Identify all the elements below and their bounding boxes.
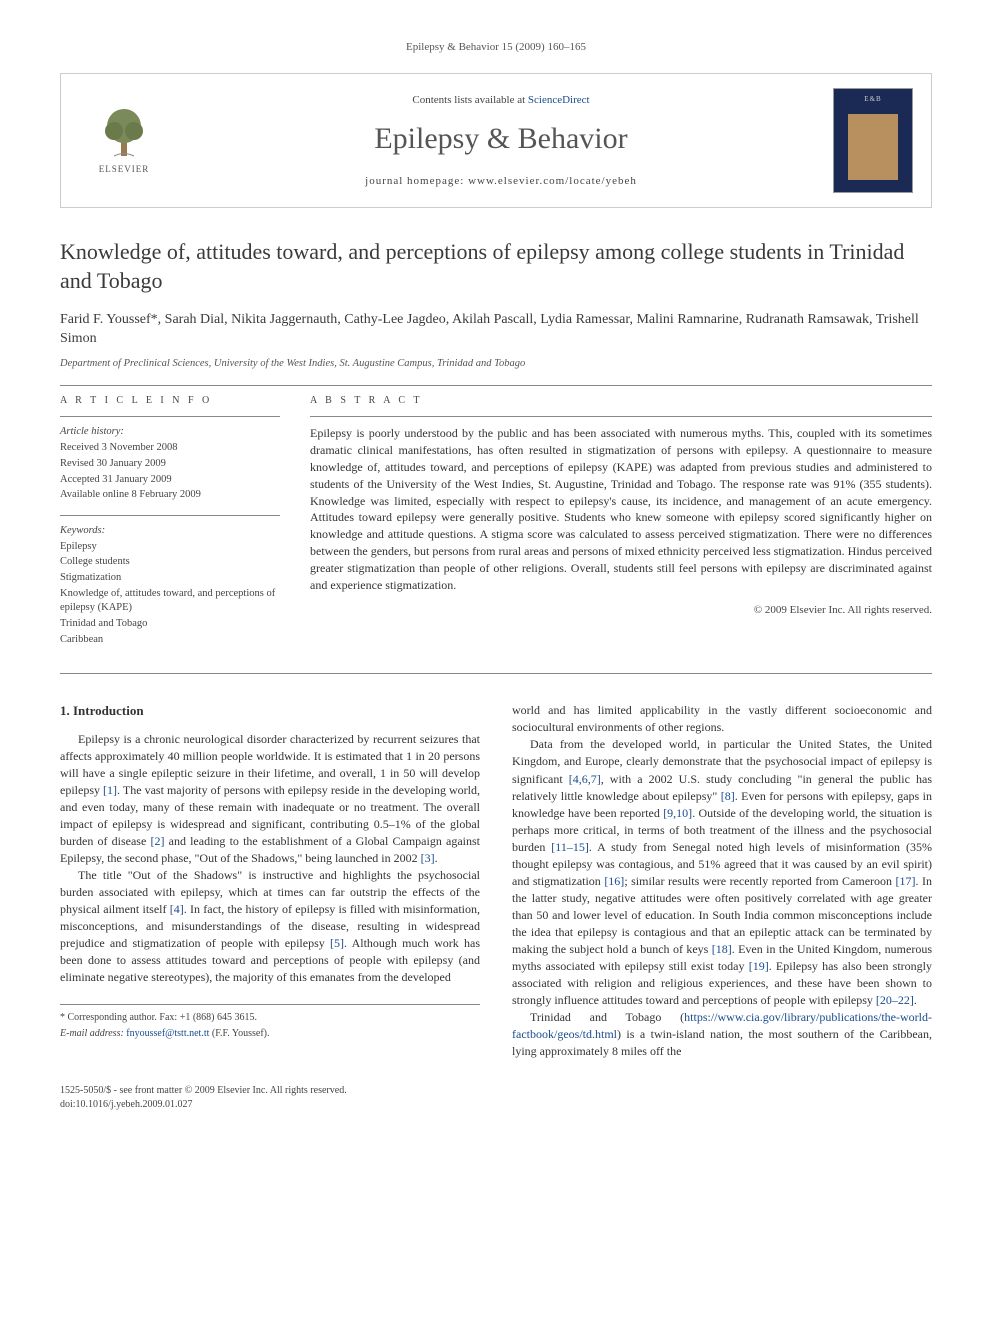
citation-link[interactable]: [2] [150, 834, 164, 848]
section-heading-introduction: 1. Introduction [60, 702, 480, 720]
article-title: Knowledge of, attitudes toward, and perc… [60, 238, 932, 295]
abstract-text: Epilepsy is poorly understood by the pub… [310, 425, 932, 593]
journal-cover-thumbnail: E&B [833, 88, 913, 193]
text-run: . [914, 993, 917, 1007]
citation-link[interactable]: [1] [103, 783, 117, 797]
article-info-heading: A R T I C L E I N F O [60, 394, 280, 408]
journal-title: Epilepsy & Behavior [169, 118, 833, 160]
citation-link[interactable]: [19] [749, 959, 769, 973]
citation-link[interactable]: [11–15] [551, 840, 589, 854]
journal-homepage-line: journal homepage: www.elsevier.com/locat… [169, 174, 833, 189]
keyword: Epilepsy [60, 540, 280, 555]
email-label: E-mail address: [60, 1028, 126, 1039]
body-paragraph: Epilepsy is a chronic neurological disor… [60, 731, 480, 867]
affiliation: Department of Preclinical Sciences, Univ… [60, 357, 932, 372]
citation-link[interactable]: [4] [170, 902, 184, 916]
keyword: College students [60, 555, 280, 570]
keyword: Knowledge of, attitudes toward, and perc… [60, 587, 280, 616]
right-column: world and has limited applicability in t… [512, 702, 932, 1060]
contents-available-line: Contents lists available at ScienceDirec… [169, 93, 833, 108]
corr-author-line: * Corresponding author. Fax: +1 (868) 64… [60, 1011, 480, 1025]
corresponding-author-footnote: * Corresponding author. Fax: +1 (868) 64… [60, 1004, 480, 1040]
article-info-column: A R T I C L E I N F O Article history: R… [60, 394, 280, 659]
text-run: world and has limited applicability in t… [512, 703, 932, 734]
info-abstract-row: A R T I C L E I N F O Article history: R… [60, 394, 932, 659]
divider [60, 385, 932, 386]
journal-banner: ELSEVIER Contents lists available at Sci… [60, 73, 932, 208]
keyword: Caribbean [60, 633, 280, 648]
sciencedirect-link[interactable]: ScienceDirect [528, 94, 590, 106]
revised-date: Revised 30 January 2009 [60, 457, 280, 472]
citation-link[interactable]: [5] [330, 936, 344, 950]
homepage-url: www.elsevier.com/locate/yebeh [468, 175, 637, 187]
citation-link[interactable]: [20–22] [876, 993, 914, 1007]
text-run: . [435, 851, 438, 865]
page-footer: 1525-5050/$ - see front matter © 2009 El… [60, 1084, 932, 1112]
received-date: Received 3 November 2008 [60, 441, 280, 456]
body-columns: 1. Introduction Epilepsy is a chronic ne… [60, 702, 932, 1060]
text-run: ; similar results were recently reported… [624, 874, 895, 888]
email-link[interactable]: fnyoussef@tstt.net.tt [126, 1028, 209, 1039]
abstract-column: A B S T R A C T Epilepsy is poorly under… [310, 394, 932, 659]
citation-link[interactable]: [9,10] [663, 806, 692, 820]
divider [60, 515, 280, 516]
front-matter-line: 1525-5050/$ - see front matter © 2009 El… [60, 1084, 347, 1098]
body-paragraph: world and has limited applicability in t… [512, 702, 932, 736]
abstract-copyright: © 2009 Elsevier Inc. All rights reserved… [310, 603, 932, 618]
online-date: Available online 8 February 2009 [60, 488, 280, 503]
email-suffix: (F.F. Youssef). [209, 1028, 269, 1039]
corr-email-line: E-mail address: fnyoussef@tstt.net.tt (F… [60, 1027, 480, 1041]
cover-label: E&B [834, 95, 912, 105]
body-paragraph: Trinidad and Tobago (https://www.cia.gov… [512, 1009, 932, 1060]
history-label: Article history: [60, 425, 280, 440]
author-list: Farid F. Youssef*, Sarah Dial, Nikita Ja… [60, 310, 932, 349]
body-paragraph: The title "Out of the Shadows" is instru… [60, 867, 480, 986]
citation-link[interactable]: [4,6,7] [569, 772, 601, 786]
citation-link[interactable]: [16] [604, 874, 624, 888]
footer-left: 1525-5050/$ - see front matter © 2009 El… [60, 1084, 347, 1112]
citation-link[interactable]: [18] [712, 942, 732, 956]
abstract-heading: A B S T R A C T [310, 394, 932, 408]
body-paragraph: Data from the developed world, in partic… [512, 736, 932, 1009]
keywords-label: Keywords: [60, 524, 280, 539]
article-history-block: Article history: Received 3 November 200… [60, 425, 280, 502]
contents-prefix: Contents lists available at [412, 94, 527, 106]
keyword: Stigmatization [60, 571, 280, 586]
keywords-block: Keywords: Epilepsy College students Stig… [60, 524, 280, 648]
elsevier-tree-icon [99, 106, 149, 161]
running-header: Epilepsy & Behavior 15 (2009) 160–165 [60, 40, 932, 55]
banner-center: Contents lists available at ScienceDirec… [169, 93, 833, 190]
publisher-name: ELSEVIER [99, 163, 150, 176]
citation-link[interactable]: [17] [896, 874, 916, 888]
keyword: Trinidad and Tobago [60, 617, 280, 632]
homepage-prefix: journal homepage: [365, 175, 468, 187]
text-run: Trinidad and Tobago ( [530, 1010, 684, 1024]
citation-link[interactable]: [3] [421, 851, 435, 865]
doi-line: doi:10.1016/j.yebeh.2009.01.027 [60, 1098, 347, 1112]
accepted-date: Accepted 31 January 2009 [60, 473, 280, 488]
divider [310, 416, 932, 417]
publisher-logo-block: ELSEVIER [79, 106, 169, 176]
left-column: 1. Introduction Epilepsy is a chronic ne… [60, 702, 480, 1060]
divider [60, 416, 280, 417]
divider [60, 673, 932, 674]
citation-link[interactable]: [8] [721, 789, 735, 803]
